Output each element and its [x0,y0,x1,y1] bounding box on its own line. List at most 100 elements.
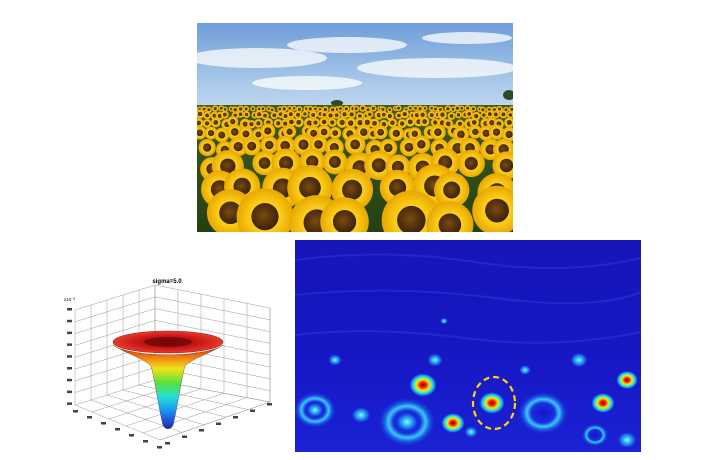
hot-spot [616,370,638,390]
sunflower-icon [269,107,275,113]
sunflower-icon [329,126,342,139]
sunflower-icon [480,111,488,119]
sunflower-icon [254,119,263,128]
sunflower-icon [426,201,474,232]
sunflower-icon [203,111,211,120]
sunflower-icon [210,117,221,128]
sunflower-icon [385,111,394,121]
sunflower-icon [419,116,430,127]
sunflower-icon [306,105,314,113]
sunflower-icon [326,111,335,120]
sunflower-icon [353,105,360,112]
faint-ripples [295,253,641,344]
sunflower-icon [395,105,402,112]
sunflower-icon [453,104,461,112]
sunflower-icon [379,110,388,119]
response-spot [464,426,478,438]
sunflower-icon [277,106,283,112]
sunflower-icon [201,105,208,112]
sunflower-icon [373,125,388,140]
sunflower-icon [243,111,250,118]
sunflower-icon [322,106,329,113]
hot-spot [409,373,437,397]
sunflower-icon [327,118,337,127]
response-spot [306,402,324,418]
hot-spot [441,412,465,434]
sunflower-icon [309,135,328,154]
plot-title: sigma=5.0 [152,279,182,285]
hot-spot [591,392,615,414]
sunflower-icon [457,149,485,178]
sunflower-icon [407,105,414,111]
sunflower-icon [282,125,297,139]
sunflower-icon [492,151,513,180]
sunflower-icon [250,105,256,112]
sunflower-icon [211,105,219,112]
sunflower-icon [412,135,431,154]
sunflower-icon [220,110,229,119]
sunflower-icon [416,105,424,112]
sunflower-icon [347,110,356,119]
sunflower-icon [499,110,508,119]
sunflower-icon [252,150,277,176]
sunflower-icon [405,116,416,127]
sunflower-icon [344,134,366,155]
sunflower-icon [336,116,348,128]
sunflower-icon [247,119,256,129]
sunflower-icon [345,117,357,129]
highlight-ellipse [471,375,517,431]
sunflower-icon [470,105,477,112]
response-blobs [295,317,638,449]
sunflower-icon [437,110,447,120]
sunflower-icon [260,136,279,154]
sunflower-icon [301,110,309,118]
sunflower-icon [226,123,243,140]
axes-grid [74,284,271,441]
sunflower-icon [270,111,279,120]
sunflower-icon [239,118,251,130]
sunflower-icon [260,123,276,139]
sunflower-icon [320,111,328,119]
surface-throat [144,337,192,347]
sunflower-icon [286,117,297,127]
sunflower-icon [366,110,374,118]
hot-spot [479,391,505,415]
sunflower-icon [260,106,266,112]
response-spot [440,317,448,325]
sunflower-icon [386,106,393,113]
sunflower-icon [485,110,494,119]
sunflower-icon [491,110,500,119]
sunflower-icon [388,125,404,141]
sunflower-icon [434,172,470,208]
sunflower-icon [387,118,397,128]
sunflower-icon [469,117,480,128]
sunflower-icon [214,127,229,143]
sunflower-icon [488,124,505,140]
sunflower-icon [397,119,407,129]
sunflower-icon [311,118,320,127]
response-spot [617,431,637,449]
clouds [197,32,513,90]
sunflower-icon [243,105,250,112]
sunflowers [197,104,513,232]
tree-icon [503,90,513,100]
sunflower-icon [261,111,269,120]
sunflower-icon [501,126,513,142]
sunflower-icon [444,105,452,113]
sunflower-icon [280,105,288,113]
sunflower-icon [273,118,283,128]
sunflower-icon [364,150,394,181]
sunflower-icon [369,118,380,129]
sunflower-icon [464,105,471,112]
sunflower-icon [468,125,482,139]
sunflower-icon [506,111,513,119]
response-spot [395,411,419,433]
sunflower-icon [472,185,513,232]
sunflower-icon [337,105,344,112]
sunflower-icon [400,109,409,119]
sunflower-icon [496,105,503,113]
sunflower-icon [340,110,349,119]
sunflower-icon [430,124,446,141]
sunflower-icon [432,106,439,112]
